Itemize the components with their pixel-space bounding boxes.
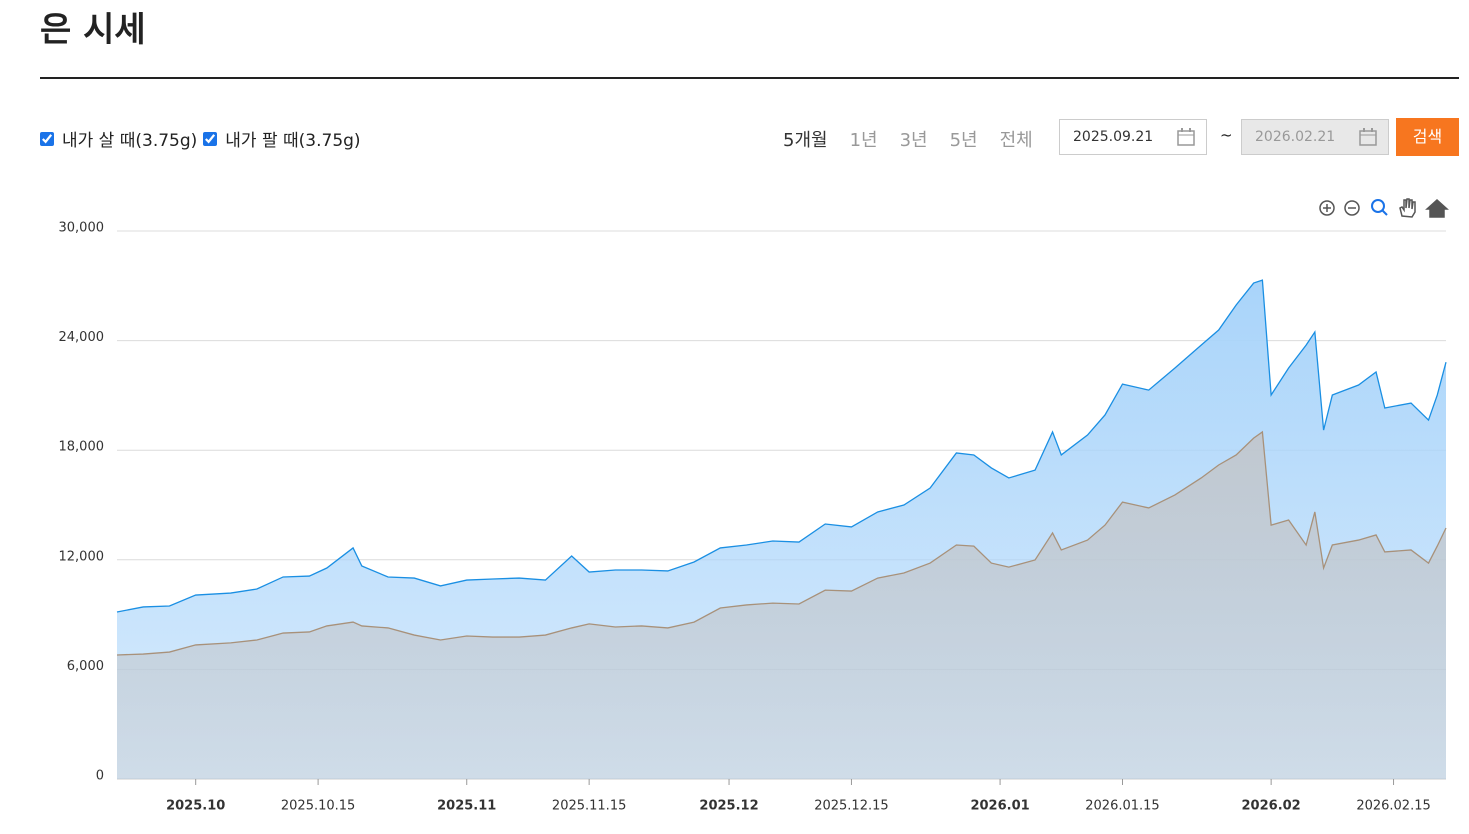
end-date: 2026.02.21	[1255, 129, 1336, 145]
x-tick-label: 2025.11.15	[552, 799, 626, 814]
y-tick-label: 12,000	[59, 549, 105, 564]
y-tick-label: 6,000	[67, 659, 104, 674]
period-tab[interactable]: 5개월	[783, 130, 828, 151]
x-tick-label: 2026.01.15	[1085, 799, 1159, 814]
legend-checkbox[interactable]	[40, 131, 54, 146]
pan-button[interactable]	[1399, 198, 1416, 218]
divider	[40, 77, 1459, 79]
x-tick-label: 2026.02	[1242, 799, 1301, 814]
period-tab[interactable]: 전체	[999, 130, 1033, 151]
period-tab[interactable]: 1년	[849, 130, 878, 151]
reset-button[interactable]	[1425, 198, 1449, 218]
y-tick-label: 18,000	[59, 440, 105, 455]
selection-zoom-button[interactable]	[1371, 199, 1388, 216]
x-tick-label: 2025.11	[437, 799, 496, 814]
y-tick-label: 0	[96, 769, 104, 784]
date-separator: ~	[1220, 126, 1233, 144]
calendar-icon[interactable]	[1358, 127, 1378, 147]
area-line	[116, 430, 1447, 656]
zoom-in-button[interactable]	[1319, 200, 1335, 216]
legend-label: 내가 살 때(3.75g)	[62, 131, 198, 151]
chart: 0 6,000 12,000 18,000 24,000 30,000 2025.10 202…	[59, 198, 1449, 814]
period-tab[interactable]: 3년	[899, 130, 928, 151]
end-date-input[interactable]: 2026.02.21	[1241, 119, 1389, 155]
x-tick-label: 2026.02.15	[1356, 799, 1430, 814]
x-tick-label: 2025.10	[166, 799, 225, 814]
period-tab[interactable]: 5년	[949, 130, 978, 151]
legend-label: 내가 팔 때(3.75g)	[225, 131, 361, 151]
x-tick-label: 2026.01	[970, 799, 1029, 814]
page-title: 은 시세	[40, 10, 146, 50]
chart-toolbar	[1319, 198, 1449, 218]
area-line	[116, 279, 1447, 613]
start-date-input[interactable]: 2025.09.21	[1059, 119, 1207, 155]
legend-checkbox[interactable]	[203, 131, 218, 146]
x-tick-label: 2025.12	[699, 799, 758, 814]
search-button[interactable]: 검색	[1396, 118, 1459, 156]
y-tick-label: 24,000	[59, 330, 105, 345]
period-tabs: 5개월 1년 3년 5년 전체	[783, 126, 1033, 152]
zoom-out-button[interactable]	[1344, 200, 1360, 216]
legend: 내가 살 때(3.75g) 내가 팔 때(3.75g)	[40, 126, 361, 151]
start-date: 2025.09.21	[1073, 129, 1154, 145]
x-tick-label: 2025.12.15	[814, 799, 888, 814]
area-fill	[117, 431, 1446, 779]
y-tick-label: 30,000	[59, 221, 105, 236]
x-tick-label: 2025.10.15	[281, 799, 355, 814]
calendar-icon[interactable]	[1176, 127, 1196, 147]
